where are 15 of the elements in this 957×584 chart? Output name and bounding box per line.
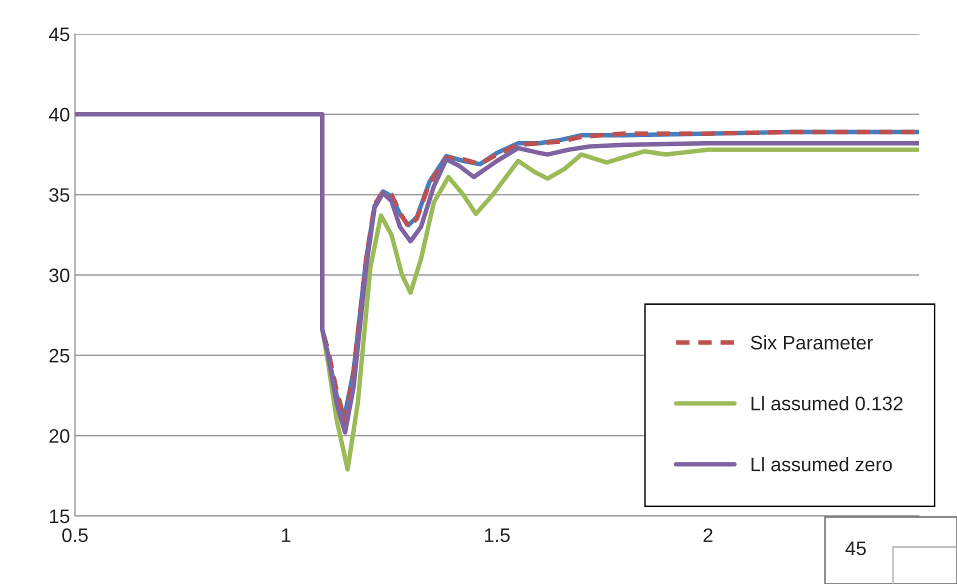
y-tick-label: 25 — [49, 348, 70, 363]
y-tick-label: 15 — [50, 510, 70, 524]
x-tick-label: 0.5 — [62, 528, 88, 542]
x-tick-label: 1.5 — [484, 528, 510, 542]
legend-label: Ll assumed zero — [752, 457, 892, 472]
text: 45 — [845, 542, 866, 556]
x-tick-label: 2 — [704, 528, 712, 542]
y-tick-label: 45 — [48, 28, 70, 42]
legend-label: Six Parameter — [750, 335, 873, 350]
y-tick-label: 30 — [49, 268, 70, 282]
legend-label: Ll assumed 0.132 — [752, 396, 903, 410]
x-tick-label: 1 — [282, 528, 290, 542]
y-tick-label: 20 — [49, 429, 70, 443]
y-tick-label: 40 — [48, 108, 70, 122]
y-tick-label: 35 — [49, 188, 70, 202]
